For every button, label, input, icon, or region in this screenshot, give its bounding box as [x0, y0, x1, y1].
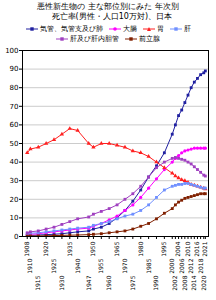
svg-text:1995: 1995 — [160, 241, 167, 256]
html-text:肝: 肝 — [183, 24, 191, 33]
svg-text:90: 90 — [10, 65, 19, 73]
svg-text:1970: 1970 — [121, 258, 128, 273]
svg-text:2020: 2020 — [200, 275, 207, 290]
svg-text:1990: 1990 — [152, 275, 159, 290]
svg-text:2000: 2000 — [168, 258, 175, 273]
html-text:大腸: 大腸 — [122, 24, 137, 33]
svg-text:2021: 2021 — [201, 241, 208, 256]
html-text:胃: 胃 — [156, 24, 164, 33]
html-text:肝及び肝内胆管: 肝及び肝内胆管 — [70, 34, 119, 43]
svg-text:2018: 2018 — [197, 258, 204, 273]
svg-text:2002: 2002 — [171, 275, 178, 290]
svg-text:80: 80 — [10, 84, 19, 92]
svg-text:20: 20 — [10, 196, 19, 204]
svg-text:1910: 1910 — [26, 258, 33, 273]
svg-text:1935: 1935 — [66, 241, 73, 256]
svg-text:40: 40 — [10, 158, 19, 166]
html-text:気管、気管支及び肺: 気管、気管支及び肺 — [39, 24, 103, 33]
svg-text:2008: 2008 — [181, 275, 188, 290]
svg-text:1915: 1915 — [34, 275, 41, 290]
svg-text:1965: 1965 — [113, 241, 120, 256]
svg-text:2014: 2014 — [190, 275, 197, 290]
svg-text:0: 0 — [14, 233, 18, 241]
svg-text:1955: 1955 — [97, 258, 104, 273]
svg-text:1925: 1925 — [50, 258, 57, 273]
svg-text:1950: 1950 — [89, 241, 96, 256]
svg-text:1930: 1930 — [58, 275, 65, 290]
svg-text:1940: 1940 — [74, 258, 81, 273]
html-text:悪性新生物の 主な部位別にみた 年次別 死亡率(男性・人口1: 悪性新生物の 主な部位別にみた 年次別 死亡率(男性・人口10万対)、日本 — [37, 2, 179, 22]
svg-text:100: 100 — [5, 47, 18, 55]
svg-text:2016: 2016 — [193, 241, 200, 256]
svg-text:30: 30 — [10, 177, 19, 185]
svg-text:1920: 1920 — [42, 241, 49, 256]
svg-text:70: 70 — [10, 103, 19, 111]
svg-text:1947: 1947 — [85, 275, 92, 290]
svg-text:1975: 1975 — [129, 275, 136, 290]
svg-text:2012: 2012 — [187, 258, 194, 273]
svg-text:2010: 2010 — [184, 241, 191, 256]
svg-text:1908: 1908 — [23, 241, 30, 256]
svg-text:2004: 2004 — [174, 241, 181, 256]
svg-text:1960: 1960 — [105, 275, 112, 290]
svg-text:1980: 1980 — [137, 241, 144, 256]
svg-text:50: 50 — [10, 140, 19, 148]
svg-text:2006: 2006 — [178, 258, 185, 273]
svg-text:60: 60 — [10, 121, 19, 129]
svg-text:10: 10 — [10, 214, 19, 222]
html-text:前立腺: 前立腺 — [139, 34, 160, 43]
svg-text:1985: 1985 — [145, 258, 152, 273]
